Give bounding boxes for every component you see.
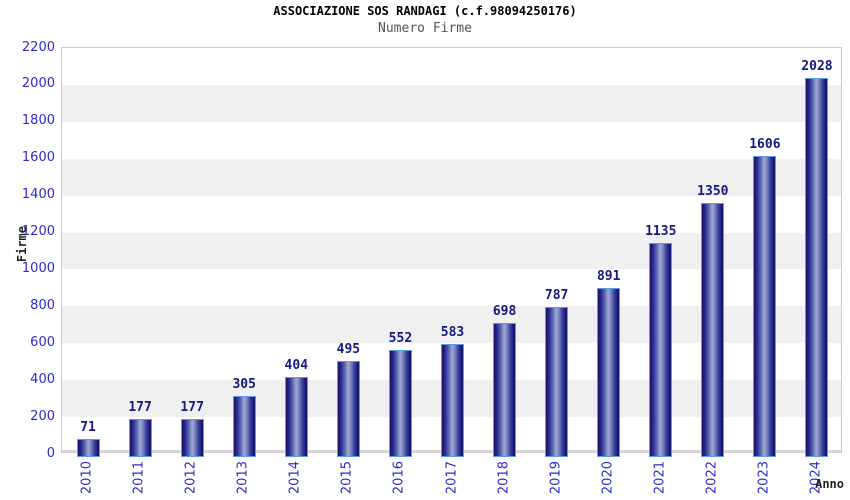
bar-2012: [180, 419, 204, 457]
y-tick-label: 1200: [21, 224, 55, 240]
x-tick-label: 2023: [756, 461, 772, 495]
bar-2013: [232, 395, 256, 457]
chart-subtitle: Numero Firme: [378, 21, 472, 36]
y-axis-title: Firme: [15, 226, 29, 262]
y-axis-tick-labels: 2200 2000 1800 1600 1400 1200 1000 800 600 400 200…: [0, 40, 55, 461]
x-tick-label: 2017: [444, 461, 459, 495]
bar-2019: [545, 306, 569, 457]
x-axis-tick-labels: 2010 2011 2012 2013 2014 2015 2016 2017 2018 2019…: [61, 454, 842, 500]
y-tick-label: 1600: [21, 150, 55, 166]
bar-value-label: 71: [80, 419, 96, 435]
x-tick-label: 2012: [183, 461, 199, 495]
x-tick-label: 2022: [704, 461, 720, 495]
bar-value-label: 495: [336, 341, 361, 357]
bar-value-label: 177: [128, 400, 152, 416]
bar-value-label: 177: [180, 400, 204, 416]
bar-value-label: 1606: [749, 136, 781, 152]
y-axis-title-text: Firme: [15, 226, 29, 263]
bar-2018: [493, 323, 517, 457]
x-tick-label: 2019: [548, 461, 564, 495]
bar-value-label: 552: [388, 331, 413, 347]
y-tick-label: 600: [30, 334, 55, 350]
y-tick-label: 1400: [21, 187, 55, 203]
bar-value-label: 1135: [645, 223, 677, 239]
bar-value-label: 1350: [697, 183, 729, 199]
plot-area: 71 177 177 305 404 495 552 583 698 787 891 1135 1350…: [61, 47, 842, 457]
grid-band: [62, 84, 841, 122]
bar-2014: [284, 377, 308, 457]
bar-value-label: 404: [284, 358, 309, 374]
bar-2024: [805, 77, 829, 457]
x-tick-label: 2018: [496, 461, 512, 495]
x-tick-label: 2014: [287, 461, 303, 495]
bar-2015: [336, 360, 360, 457]
bar-value-label: 583: [440, 325, 465, 341]
x-tick-label: 2013: [235, 461, 251, 495]
bar-2016: [388, 350, 412, 457]
grid-band: [62, 158, 841, 196]
bar-2021: [649, 242, 673, 457]
y-tick-label: 2200: [21, 39, 55, 55]
chart-title: ASSOCIAZIONE SOS RANDAGI (c.f.9809425017…: [273, 4, 577, 18]
y-tick-label: 800: [30, 297, 55, 313]
y-tick-label: 1800: [21, 113, 55, 129]
bar-2020: [597, 287, 621, 457]
bar-value-label: 787: [544, 287, 569, 303]
bar-2017: [441, 344, 464, 457]
x-tick-label: 2016: [391, 461, 407, 495]
x-tick-label: 2015: [339, 461, 355, 495]
x-axis-title: Anno: [815, 477, 844, 491]
y-tick-label: 400: [30, 371, 55, 387]
bar-2023: [753, 155, 777, 457]
bar-2010: [76, 438, 100, 457]
x-tick-label: 2021: [652, 461, 668, 495]
bar-value-label: 698: [492, 304, 517, 320]
grid-band: [62, 121, 841, 159]
bar-value-label: 2028: [801, 58, 833, 74]
bar-2022: [701, 202, 725, 457]
bar-2011: [128, 419, 152, 457]
x-tick-label: 2011: [131, 461, 147, 495]
y-tick-label: 200: [30, 408, 55, 424]
x-tick-label: 2010: [79, 461, 95, 495]
y-tick-label: 0: [46, 445, 55, 461]
x-tick-label: 2020: [600, 461, 616, 495]
y-tick-label: 1000: [21, 260, 55, 276]
bar-value-label: 305: [232, 376, 256, 392]
grid-band: [62, 48, 841, 85]
y-tick-label: 2000: [21, 76, 55, 92]
bar-value-label: 891: [596, 268, 621, 284]
